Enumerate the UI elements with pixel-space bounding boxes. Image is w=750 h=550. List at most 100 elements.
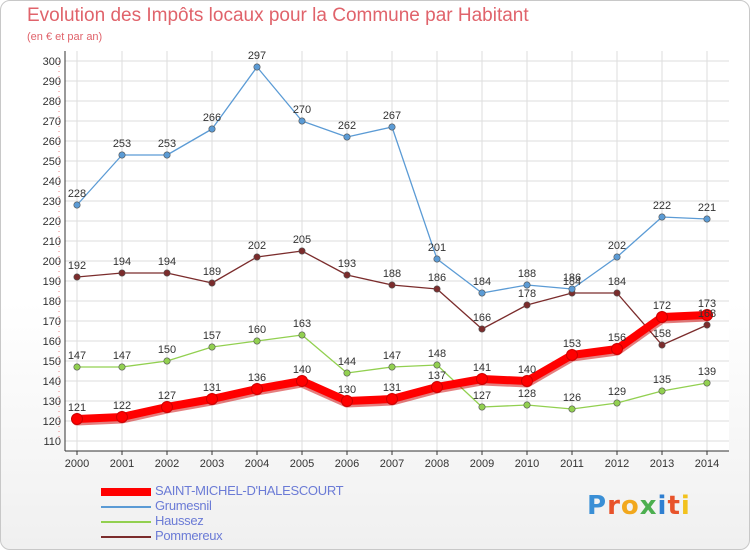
data-label-haussez: 139 <box>698 366 716 378</box>
data-label-pommereux: 184 <box>608 276 626 288</box>
x-tick-label: 2014 <box>695 458 719 470</box>
data-label-haussez: 147 <box>113 350 131 362</box>
data-point-haussez <box>298 331 306 339</box>
data-label-haussez: 135 <box>653 374 671 386</box>
data-point-saint-michel <box>386 393 398 405</box>
data-label-grumesnil: 188 <box>518 268 536 280</box>
data-label-saint-michel: 127 <box>158 390 176 402</box>
data-label-pommereux: 194 <box>158 256 176 268</box>
data-point-saint-michel <box>656 311 668 323</box>
data-point-pommereux <box>253 253 261 261</box>
y-tick-label: 140 <box>43 376 61 388</box>
legend-label: SAINT-MICHEL-D'HALESCOURT <box>155 483 344 498</box>
plot-area <box>65 51 729 451</box>
data-point-grumesnil <box>73 201 81 209</box>
data-point-haussez <box>658 387 666 395</box>
data-label-grumesnil: 262 <box>338 120 356 132</box>
data-point-haussez <box>568 405 576 413</box>
data-point-saint-michel <box>161 401 173 413</box>
y-tick-label: 170 <box>43 316 61 328</box>
data-point-grumesnil <box>613 253 621 261</box>
data-label-haussez: 160 <box>248 324 266 336</box>
data-point-grumesnil <box>388 123 396 131</box>
data-label-saint-michel: 121 <box>68 402 86 414</box>
y-tick-label: 260 <box>43 136 61 148</box>
y-tick-label: 280 <box>43 96 61 108</box>
data-label-pommereux: 184 <box>563 276 581 288</box>
data-label-grumesnil: 228 <box>68 188 86 200</box>
y-tick-label: 250 <box>43 156 61 168</box>
data-label-haussez: 126 <box>563 392 581 404</box>
y-tick-label: 180 <box>43 296 61 308</box>
logo-letter: r <box>607 491 621 521</box>
data-point-haussez <box>703 379 711 387</box>
x-tick-label: 2010 <box>515 458 539 470</box>
data-label-grumesnil: 201 <box>428 242 446 254</box>
x-tick-label: 2011 <box>560 458 584 470</box>
data-label-haussez: 150 <box>158 344 176 356</box>
data-point-haussez <box>478 403 486 411</box>
data-point-saint-michel <box>341 395 353 407</box>
data-point-grumesnil <box>343 133 351 141</box>
data-point-saint-michel <box>206 393 218 405</box>
data-point-saint-michel <box>251 383 263 395</box>
data-point-haussez <box>208 343 216 351</box>
y-tick-label: 230 <box>43 196 61 208</box>
data-point-grumesnil <box>658 213 666 221</box>
y-tick-label: 290 <box>43 76 61 88</box>
x-tick-label: 2003 <box>200 458 224 470</box>
data-label-grumesnil: 267 <box>383 110 401 122</box>
data-label-grumesnil: 253 <box>158 138 176 150</box>
x-tick-label: 2002 <box>155 458 179 470</box>
data-point-haussez <box>253 337 261 345</box>
y-tick-label: 300 <box>43 56 61 68</box>
x-tick-label: 2012 <box>605 458 629 470</box>
y-tick-label: 190 <box>43 276 61 288</box>
x-tick-label: 2009 <box>470 458 494 470</box>
data-point-saint-michel <box>476 373 488 385</box>
data-point-saint-michel <box>296 375 308 387</box>
data-label-pommereux: 189 <box>203 266 221 278</box>
data-label-saint-michel: 172 <box>653 300 671 312</box>
data-point-pommereux <box>118 269 126 277</box>
data-point-grumesnil <box>703 215 711 223</box>
chart-subtitle: (en € et par an) <box>27 31 103 43</box>
data-label-saint-michel: 137 <box>428 370 446 382</box>
data-point-saint-michel <box>431 381 443 393</box>
data-label-pommereux: 158 <box>653 328 671 340</box>
data-point-pommereux <box>208 279 216 287</box>
data-label-grumesnil: 297 <box>248 50 266 62</box>
logo-letter: o <box>620 491 640 521</box>
data-label-saint-michel: 131 <box>203 382 221 394</box>
x-tick-label: 2005 <box>290 458 314 470</box>
x-tick-label: 2008 <box>425 458 449 470</box>
data-label-saint-michel: 130 <box>338 384 356 396</box>
chart-title: Evolution des Impôts locaux pour la Comm… <box>27 5 529 26</box>
data-label-haussez: 129 <box>608 386 626 398</box>
data-label-grumesnil: 221 <box>698 202 716 214</box>
data-point-pommereux <box>613 289 621 297</box>
data-point-grumesnil <box>253 63 261 71</box>
y-tick-label: 150 <box>43 356 61 368</box>
x-tick-label: 2006 <box>335 458 359 470</box>
data-label-pommereux: 188 <box>383 268 401 280</box>
data-label-haussez: 147 <box>383 350 401 362</box>
data-point-haussez <box>388 363 396 371</box>
logo-letter: i <box>657 491 668 521</box>
logo-letter: t <box>667 491 681 521</box>
y-tick-label: 200 <box>43 256 61 268</box>
data-label-haussez: 148 <box>428 348 446 360</box>
proxiti-logo: Proxiti <box>587 491 691 521</box>
y-tick-label: 270 <box>43 116 61 128</box>
data-point-grumesnil <box>298 117 306 125</box>
data-point-saint-michel <box>701 309 713 321</box>
data-point-pommereux <box>658 341 666 349</box>
data-point-pommereux <box>478 325 486 333</box>
data-label-saint-michel: 140 <box>293 364 311 376</box>
logo-letter: i <box>680 491 691 521</box>
data-point-haussez <box>433 361 441 369</box>
data-point-saint-michel <box>71 413 83 425</box>
logo-letter: P <box>587 491 608 521</box>
data-label-saint-michel: 131 <box>383 382 401 394</box>
